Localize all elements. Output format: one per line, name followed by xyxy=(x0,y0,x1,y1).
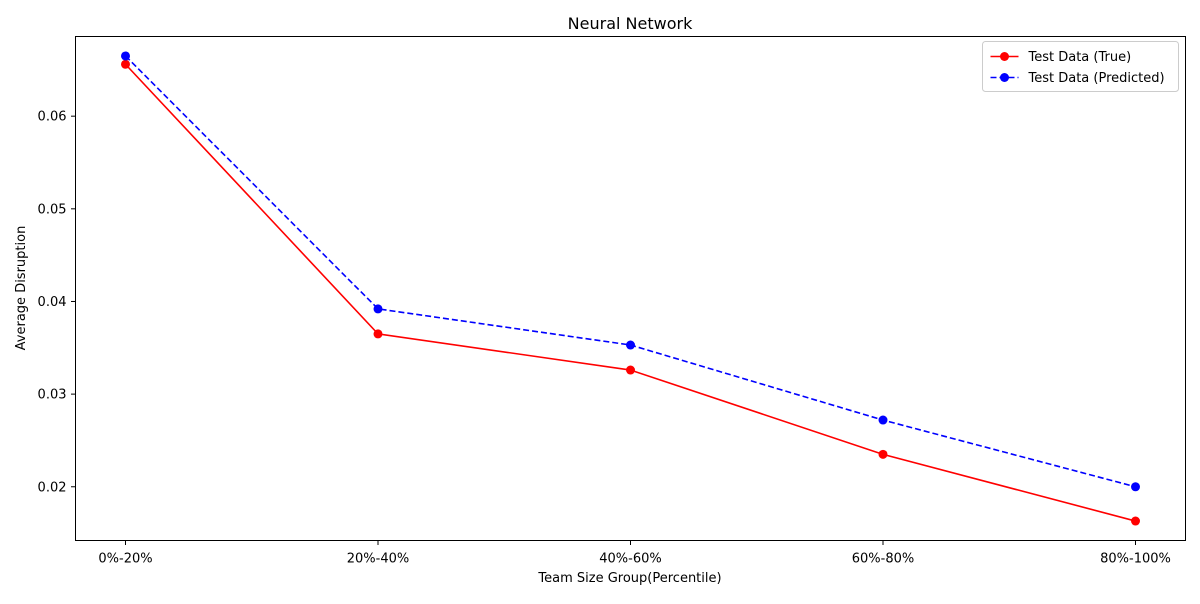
data-point xyxy=(626,365,635,375)
y-tick-label: 0.06 xyxy=(38,110,67,125)
data-point xyxy=(373,329,383,339)
legend-box xyxy=(982,41,1179,92)
x-tick-label: 0%-20% xyxy=(98,552,152,567)
x-axis: 0%-20% 20%-40% 40%-60% 60%-80% 80%-100% xyxy=(98,540,1171,567)
x-axis-label: Team Size Group(Percentile) xyxy=(537,571,721,586)
plot-frame xyxy=(75,36,1186,541)
legend-marker xyxy=(1000,73,1009,82)
x-tick-label: 40%-60% xyxy=(599,552,661,567)
legend-label: Test Data (Predicted) xyxy=(1028,71,1165,86)
y-tick-label: 0.05 xyxy=(38,202,67,217)
y-axis-label: Average Disruption xyxy=(14,226,29,351)
y-tick-label: 0.02 xyxy=(38,480,67,495)
legend: Test Data (True) Test Data (Predicted) xyxy=(982,41,1179,92)
series-true xyxy=(121,59,1140,526)
legend-entry: Test Data (Predicted) xyxy=(990,71,1165,86)
legend-marker xyxy=(1000,52,1009,61)
data-point xyxy=(121,51,130,61)
legend-entry: Test Data (True) xyxy=(990,50,1132,65)
series-line xyxy=(124,55,1136,488)
y-tick-label: 0.03 xyxy=(38,388,67,403)
series-predicted xyxy=(121,51,1140,492)
x-tick-label: 20%-40% xyxy=(347,552,409,567)
y-axis: 0.02 0.03 0.04 0.05 0.06 xyxy=(38,110,76,495)
data-point xyxy=(1131,516,1140,526)
data-point xyxy=(121,59,130,69)
plot-area xyxy=(121,51,1140,526)
data-point xyxy=(373,304,383,314)
data-point xyxy=(1131,482,1140,492)
x-tick-label: 80%-100% xyxy=(1100,552,1171,567)
chart-title: Neural Network xyxy=(568,14,693,33)
x-tick-label: 60%-80% xyxy=(852,552,914,567)
series-line xyxy=(124,63,1136,522)
data-point xyxy=(626,340,635,350)
data-point xyxy=(878,449,888,459)
y-tick-label: 0.04 xyxy=(38,295,67,310)
legend-label: Test Data (True) xyxy=(1028,50,1132,65)
data-point xyxy=(878,415,888,425)
